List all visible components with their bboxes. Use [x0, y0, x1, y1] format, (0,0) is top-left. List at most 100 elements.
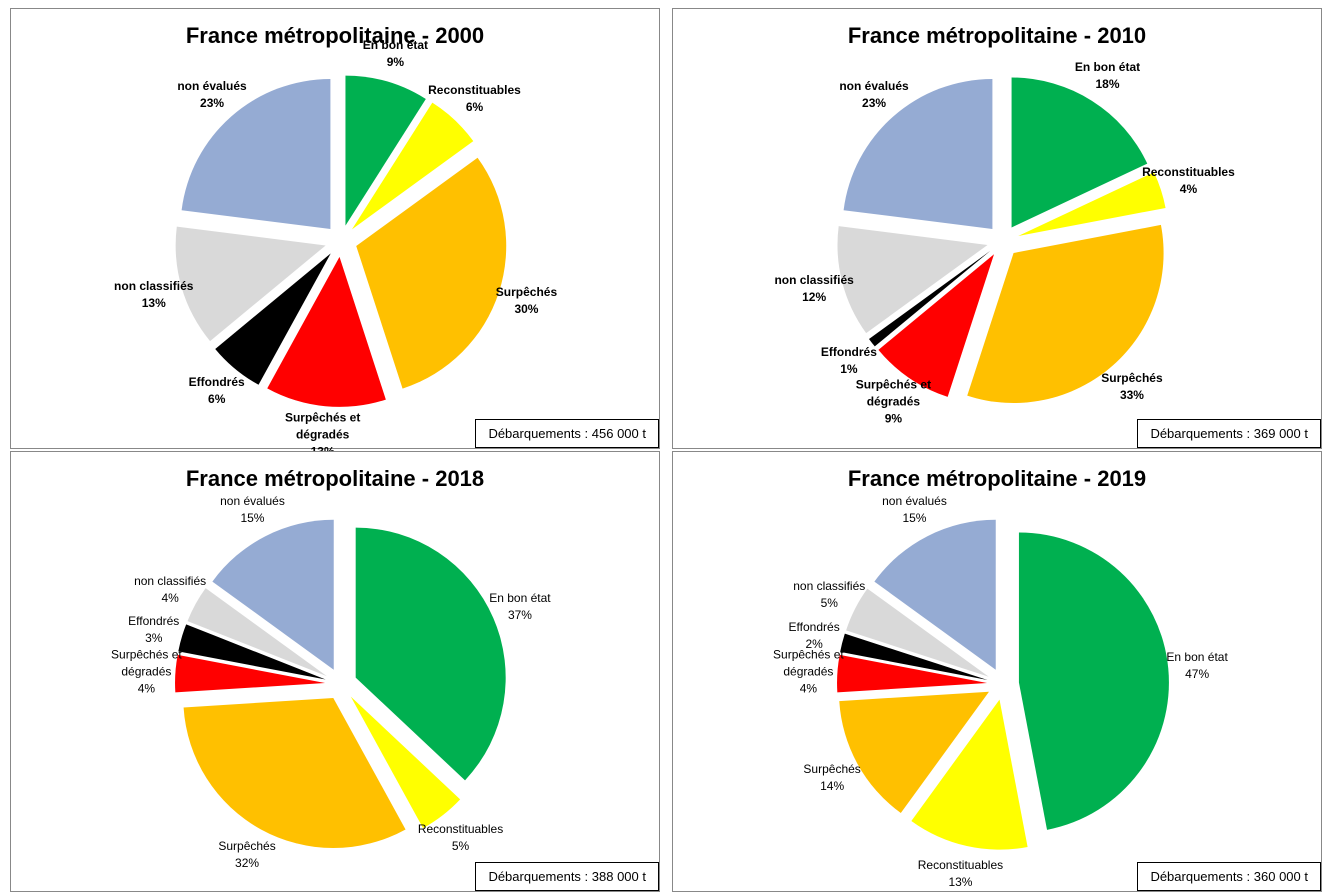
slice-name: Surpêchés et dégradés [284, 410, 361, 442]
pie-slice [869, 250, 991, 347]
slice-label: Surpêchés et dégradés 4% [753, 646, 863, 697]
slice-value: 9% [884, 411, 903, 426]
pie-slice [1018, 532, 1169, 830]
annotation: Débarquements : 388 000 t [475, 862, 659, 891]
slice-value: 15% [902, 511, 927, 526]
slice-value: 3% [145, 630, 163, 645]
slice-name: En bon état [1166, 649, 1228, 664]
pie-slice [175, 226, 326, 342]
slice-value: 4% [137, 681, 156, 696]
slice-name: En bon état [1074, 60, 1141, 75]
chart-panel: France métropolitaine - 2019 En bon état 4… [672, 451, 1322, 892]
slice-label: Surpêchés 14% [777, 761, 887, 795]
chart-title: France métropolitaine - 2019 [847, 466, 1147, 491]
slice-name: En bon état [489, 590, 551, 605]
slice-value: 4% [161, 591, 179, 606]
slice-label: Surpêchés et dégradés 9% [838, 377, 948, 428]
slice-name: Effondrés [128, 613, 180, 628]
pie-chart [837, 519, 1169, 850]
slice-label: En bon état 9% [340, 37, 450, 71]
slice-name: non évalués [177, 78, 247, 93]
pie-slice [843, 78, 993, 229]
slice-name: Reconstituables [1142, 164, 1235, 179]
slice-value: 13% [141, 296, 166, 311]
slice-label: En bon état 37% [465, 590, 575, 624]
slice-value: 33% [1119, 388, 1144, 403]
slice-label: Surpêchés 30% [471, 284, 581, 318]
slice-value: 6% [465, 99, 484, 114]
slice-value: 5% [451, 839, 470, 854]
pie-slice [911, 699, 1028, 850]
slice-value: 2% [805, 636, 823, 651]
slice-label: non évalués 23% [157, 78, 267, 112]
slice-name: Reconstituables [428, 82, 521, 97]
pie-slice [181, 78, 331, 229]
slice-value: 23% [862, 95, 887, 110]
slice-label: non classifiés 5% [774, 578, 884, 612]
slice-value: 23% [200, 95, 225, 110]
pie-slice [178, 624, 326, 680]
slice-value: 13% [948, 875, 973, 890]
chart-panel: France métropolitaine - 2010 En bon état 1… [672, 8, 1322, 449]
slice-name: Surpêchés [218, 838, 276, 853]
slice-name: non classifiés [793, 579, 866, 594]
slice-label: Reconstituables 5% [406, 821, 516, 855]
annotation: Débarquements : 456 000 t [475, 419, 659, 448]
slice-value: 14% [820, 778, 845, 793]
slice-value: 4% [1179, 181, 1198, 196]
slice-value: 15% [240, 511, 265, 526]
slice-label: Effondrés 1% [794, 344, 904, 378]
slice-label: En bon état 18% [1052, 59, 1162, 93]
slice-label: Surpêchés 32% [192, 838, 302, 872]
chart-title: France métropolitaine - 2010 [847, 23, 1147, 48]
pie-slice [840, 633, 988, 681]
pie-slice [878, 254, 995, 397]
slice-label: non classifiés 13% [99, 278, 209, 312]
slice-name: Effondrés [188, 375, 245, 390]
pie-slice [837, 226, 988, 334]
slice-name: Effondrés [820, 344, 877, 359]
slice-name: Surpêchés [803, 761, 861, 776]
pie-slice [839, 691, 989, 814]
slice-name: Surpêchés [1101, 371, 1163, 386]
slice-label: non évalués 23% [819, 78, 929, 112]
slice-label: non classifiés 12% [759, 272, 869, 306]
pie-chart [175, 75, 507, 407]
slice-name: Surpêchés [495, 285, 558, 300]
slice-value: 32% [235, 855, 260, 870]
chart-panel: France métropolitaine - 2000 En bon état 9… [10, 8, 660, 459]
pie-slice [215, 253, 331, 385]
pie-slice [350, 696, 461, 829]
pie-slice [187, 588, 327, 677]
slice-label: Reconstituables 4% [1133, 164, 1243, 198]
slice-label: non évalués 15% [197, 493, 307, 527]
pie-slice [846, 588, 989, 677]
pie-slice [1018, 172, 1166, 237]
pie-slice [345, 75, 426, 226]
slice-name: Surpêchés et dégradés [773, 647, 844, 679]
slice-label: Surpêchés 33% [1077, 370, 1187, 404]
pie-slice [212, 519, 334, 670]
slice-name: non évalués [220, 494, 285, 509]
slice-value: 12% [802, 290, 827, 305]
slice-name: non évalués [882, 494, 947, 509]
pie-slice [837, 654, 988, 693]
slice-value: 1% [840, 361, 858, 376]
slice-name: Effondrés [788, 619, 840, 634]
pie-slice [351, 102, 474, 230]
pie-slice [175, 654, 326, 693]
slice-label: Surpêchés et dégradés 4% [91, 646, 201, 697]
slice-label: Reconstituables 13% [905, 857, 1015, 891]
slice-name: Reconstituables [417, 822, 504, 837]
annotation: Débarquements : 369 000 t [1137, 419, 1321, 448]
slice-name: non classifiés [114, 279, 194, 294]
slice-label: Effondrés 2% [759, 619, 869, 653]
slice-label: Reconstituables 6% [419, 82, 529, 116]
slice-label: Effondrés 3% [99, 613, 209, 647]
pie-slice [1011, 77, 1148, 228]
slice-name: Surpêchés et dégradés [855, 377, 932, 409]
slice-name: non classifiés [774, 273, 854, 288]
slice-name: Reconstituables [917, 858, 1004, 873]
chart-panel: France métropolitaine - 2018 En bon état 3… [10, 451, 660, 892]
